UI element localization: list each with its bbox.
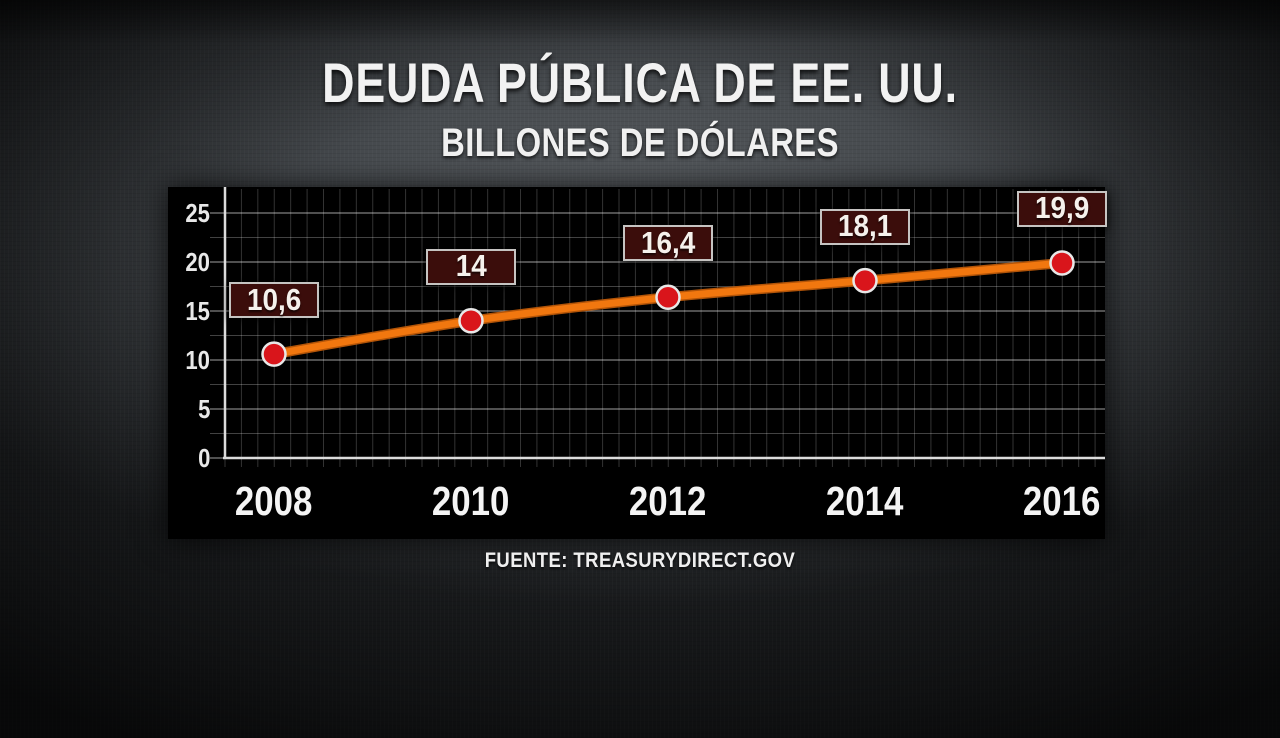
x-tick-label: 2016	[992, 481, 1132, 522]
y-tick-label-text: 10	[185, 345, 210, 375]
x-tick-label: 2014	[795, 481, 935, 522]
data-point-label: 10,6	[229, 281, 319, 319]
chart-title: DEUDA PÚBLICA DE EE. UU.	[322, 51, 958, 114]
data-point-label-text: 16,4	[640, 224, 696, 260]
y-tick-label-text: 15	[185, 296, 210, 326]
y-tick-label-text: 25	[185, 198, 210, 228]
x-tick-label: 2008	[204, 481, 344, 522]
x-tick-label-text: 2016	[1023, 478, 1101, 524]
x-tick-label-text: 2014	[826, 478, 904, 524]
y-tick-label: 5	[150, 394, 210, 424]
y-tick-label-text: 5	[197, 394, 210, 424]
y-tick-label: 10	[150, 345, 210, 375]
x-tick-label-text: 2012	[629, 478, 707, 524]
y-tick-label: 15	[150, 296, 210, 326]
data-point-label-text: 10,6	[246, 281, 302, 317]
data-point-label-text: 18,1	[837, 208, 893, 244]
source-attribution: FUENTE: TREASURYDIRECT.GOV	[484, 549, 796, 572]
y-tick-label: 0	[150, 443, 210, 473]
y-tick-label-text: 20	[185, 247, 210, 277]
x-tick-label: 2010	[401, 481, 541, 522]
data-point-label: 16,4	[623, 224, 713, 262]
y-tick-label: 25	[150, 198, 210, 228]
data-point-label-text: 14	[455, 248, 487, 284]
y-tick-label-text: 0	[197, 443, 210, 473]
x-tick-label-text: 2008	[235, 478, 313, 524]
x-tick-label-text: 2010	[432, 478, 510, 524]
data-point-label: 14	[426, 248, 516, 285]
data-point-label: 19,9	[1017, 190, 1107, 227]
data-point-label: 18,1	[820, 208, 910, 245]
chart-subtitle: BILLONES DE DÓLARES	[441, 121, 839, 165]
chart-panel: 10,6 2008 14 2010 16,4 2012 18,1 2014 19,9 2016 0 5…	[168, 187, 1107, 539]
x-tick-label: 2012	[598, 481, 738, 522]
chart-labels-layer: 10,6 2008 14 2010 16,4 2012 18,1 2014 19,9 2016 0 5…	[168, 187, 1107, 539]
y-tick-label: 20	[150, 247, 210, 277]
data-point-label-text: 19,9	[1034, 190, 1090, 226]
